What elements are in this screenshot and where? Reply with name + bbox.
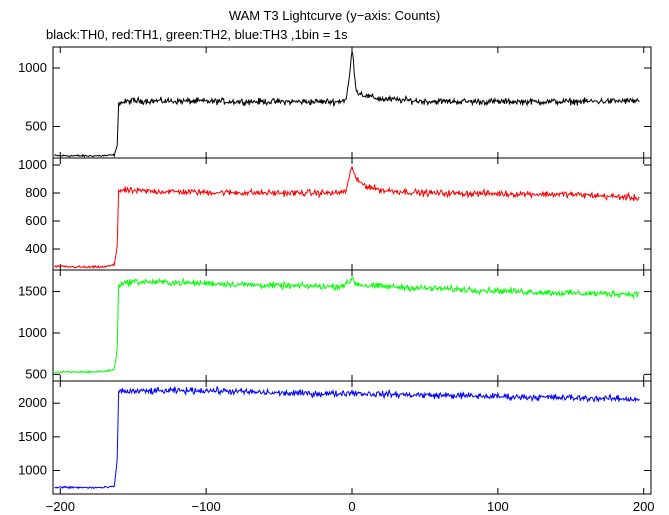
y-tick-label: 800 [25, 185, 47, 200]
series-line-th1 [54, 166, 640, 270]
panel-frame-th2 [52, 269, 652, 382]
series-line-th2 [54, 276, 640, 374]
y-tick-label: 500 [25, 366, 47, 381]
chart-title: WAM T3 Lightcurve (y−axis: Counts) [228, 8, 441, 23]
y-tick-label: 600 [25, 213, 47, 228]
series-line-th3 [54, 385, 640, 490]
x-tick-label: 0 [348, 499, 355, 514]
y-tick-label: 1500 [18, 429, 47, 444]
y-tick-label: 1500 [18, 284, 47, 299]
chart-subtitle: black:TH0, red:TH1, green:TH2, blue:TH3 … [46, 27, 348, 42]
x-tick-label: −100 [191, 499, 220, 514]
x-tick-label: 200 [633, 499, 655, 514]
x-tick-label: −200 [46, 499, 75, 514]
series-line-th0 [54, 51, 640, 158]
y-tick-label: 500 [25, 118, 47, 133]
y-tick-label: 1000 [18, 462, 47, 477]
y-tick-label: 1000 [18, 60, 47, 75]
panel-frame-th1 [52, 157, 652, 271]
y-tick-label: 1000 [18, 157, 47, 172]
x-tick-label: 100 [487, 499, 509, 514]
y-tick-label: 2000 [18, 395, 47, 410]
y-tick-label: 400 [25, 241, 47, 256]
y-tick-label: 1000 [18, 325, 47, 340]
